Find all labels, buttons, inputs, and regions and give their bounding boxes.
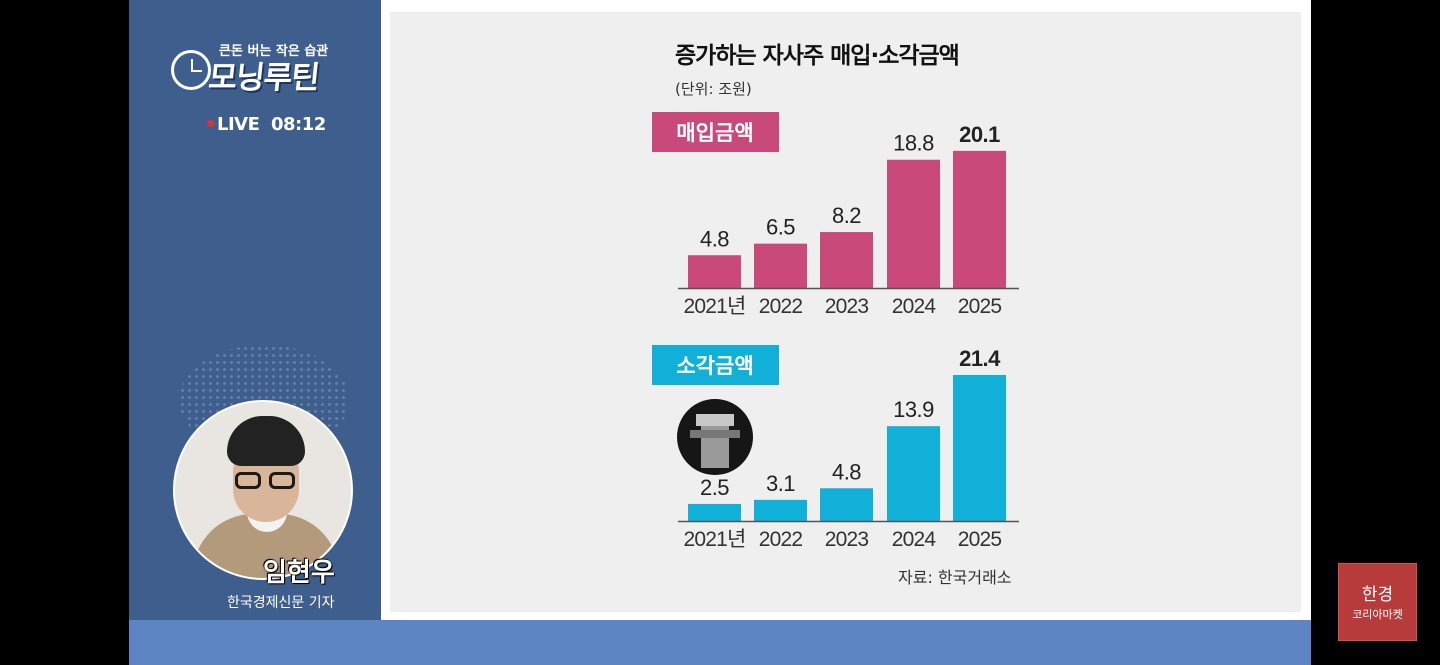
reporter-name: 임현우: [263, 558, 335, 588]
channel-logo: 한경 코리아마켓: [1338, 563, 1417, 641]
chart-area: 증가하는 자사주 매입·소각금액 (단위: 조원) 매입금액 4.8 2021년 6.…: [390, 12, 1301, 612]
bar-1-2: [754, 243, 807, 288]
glasses-icon: [235, 472, 297, 490]
bottom-strip: [129, 620, 1311, 665]
chart-title: 증가하는 자사주 매입·소각금액: [675, 43, 960, 69]
data-label-2-3: 4.8: [832, 459, 861, 484]
data-label-2-4: 13.9: [893, 397, 934, 422]
tick-label-1-2: 2022: [759, 295, 803, 318]
tick-label-1-3: 2023: [825, 295, 869, 318]
logo-title: 모닝루틴: [206, 60, 321, 96]
data-label-1-1: 4.8: [700, 226, 729, 251]
channel-logo-main: 한경: [1361, 585, 1394, 605]
bar-2-4: [887, 426, 940, 521]
video-frame: 큰돈 버는 작은 습관 모닝루틴 LIVE 08:12 임현우 한국경제신문 기…: [129, 0, 1311, 665]
bar-2-3: [820, 488, 873, 521]
bar-charts: 매입금액 4.8 2021년 6.5 2022 8.2 2023 18.8 2024 20.1 20…: [652, 112, 1019, 551]
broadcast-time: 08:12: [270, 114, 326, 135]
reporter-avatar: [173, 400, 353, 580]
avatar-hair: [227, 416, 305, 466]
data-label-1-5: 20.1: [959, 122, 1000, 147]
chart-unit: (단위: 조원): [675, 80, 752, 98]
data-label-1-3: 8.2: [832, 203, 861, 228]
channel-logo-sub: 코리아마켓: [1352, 608, 1403, 621]
stock-icon-band: [690, 430, 740, 438]
tick-label-1-5: 2025: [958, 295, 1002, 318]
series-label-box-1: [652, 112, 779, 152]
logo-subtitle: 큰돈 버는 작은 습관: [219, 44, 329, 59]
series-label-1: 매입금액: [676, 121, 753, 145]
data-label-1-2: 6.5: [766, 215, 795, 240]
tick-label-2-1: 2021년: [683, 528, 745, 551]
stock-icon-body: [701, 422, 729, 468]
series-label-2: 소각금액: [676, 354, 753, 378]
live-label: LIVE: [217, 114, 260, 135]
bar-1-4: [887, 159, 940, 288]
data-label-2-5: 21.4: [959, 346, 1001, 371]
data-label-1-4: 18.8: [893, 131, 934, 156]
bar-2-2: [754, 499, 807, 521]
tick-label-2-5: 2025: [958, 528, 1002, 551]
bar-2-5: [953, 375, 1006, 521]
bar-1-5: [953, 150, 1006, 288]
tick-label-2-3: 2023: [825, 528, 869, 551]
tick-label-1-4: 2024: [892, 295, 937, 318]
bar-1-3: [820, 232, 873, 288]
clock-icon: [171, 50, 211, 90]
show-logo: 큰돈 버는 작은 습관 모닝루틴: [169, 38, 349, 108]
stock-icon-top: [696, 414, 734, 426]
tick-label-2-2: 2022: [759, 528, 803, 551]
tick-label-1-1: 2021년: [683, 295, 745, 318]
tick-label-2-4: 2024: [892, 528, 937, 551]
chart-panel: 증가하는 자사주 매입·소각금액 (단위: 조원) 매입금액 4.8 2021년 6.…: [381, 0, 1311, 620]
bar-1-1: [688, 255, 741, 288]
reporter-title: 한국경제신문 기자: [227, 595, 335, 611]
live-dot-icon: [207, 119, 214, 127]
chart-source: 자료: 한국거래소: [898, 568, 1012, 587]
data-label-2-1: 2.5: [700, 475, 729, 500]
bar-2-1: [688, 503, 741, 521]
live-indicator: LIVE 08:12: [207, 114, 326, 135]
data-label-2-2: 3.1: [766, 471, 795, 496]
series-label-box-2: [652, 345, 779, 385]
